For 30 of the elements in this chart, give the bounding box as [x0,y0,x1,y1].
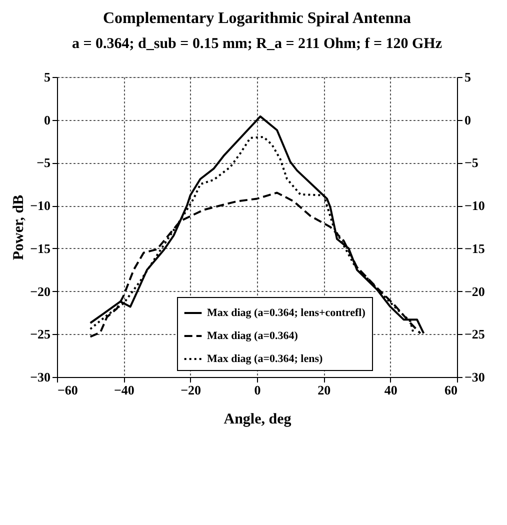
y-axis-title: Power, dB [11,194,28,260]
y2-tick-label: 0 [464,112,471,128]
x-tick-label: −20 [180,382,202,398]
y2-tick-label: −20 [464,284,485,299]
legend-label: Max diag (a=0.364) [207,330,298,342]
x-tick-label: 20 [318,382,331,398]
legend-label: Max diag (a=0.364; lens) [207,353,323,365]
y2-tick-label: −10 [464,198,485,214]
y2-tick-label: −25 [464,326,486,342]
y2-tick-label: −15 [464,240,486,256]
y2-tick-label: 5 [464,70,472,84]
x-tick-label: −60 [58,382,78,398]
y-tick-label: 0 [44,112,50,128]
y2-tick-label: −30 [464,370,485,384]
y2-tick-label: −5 [464,155,479,170]
y-tick-label: 5 [44,70,51,84]
y-tick-label: −15 [30,240,51,256]
x-tick-label: 40 [384,382,398,398]
legend-label: Max diag (a=0.364; lens+contrefl) [207,307,366,319]
chart-title: Complementary Logarithmic Spiral Antenna [103,10,411,27]
y-tick-label: −30 [30,370,50,384]
x-tick-label: 60 [444,382,458,398]
y-tick-label: −20 [30,284,50,299]
chart-subtitle: a = 0.364; d_sub = 0.15 mm; R_a = 211 Ohm; f = 120 GHz [72,36,442,52]
x-axis-title: Angle, deg [224,412,292,428]
y-tick-label: −5 [36,155,51,170]
y-tick-label: −10 [30,198,50,214]
x-tick-label: −40 [114,382,134,398]
x-tick-label: 0 [254,382,261,398]
y-tick-label: −25 [30,326,51,342]
